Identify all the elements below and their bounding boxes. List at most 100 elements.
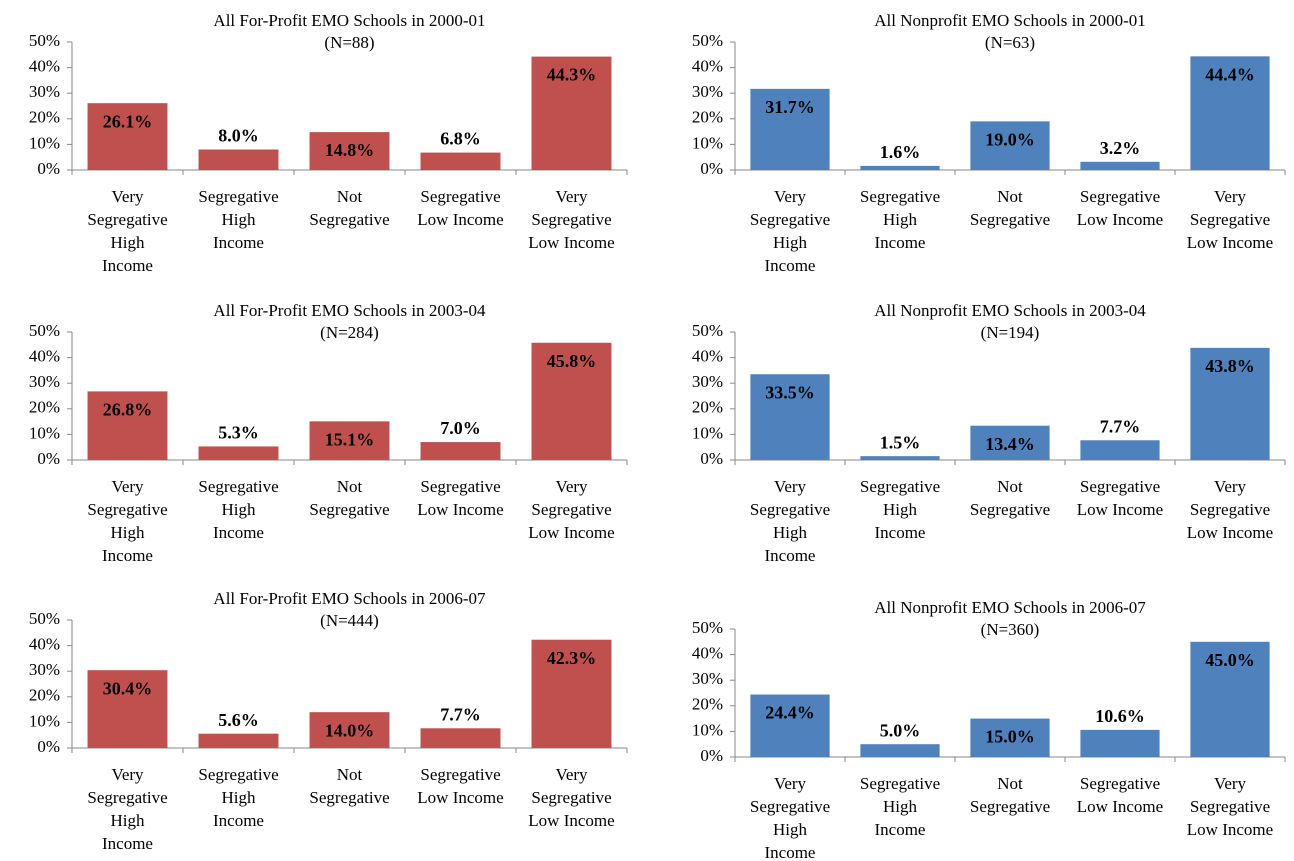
y-tick-label: 40% <box>29 57 60 76</box>
chart-title: All Nonprofit EMO Schools in 2006-07 <box>874 598 1146 617</box>
bar <box>1190 56 1270 170</box>
chart-subtitle: (N=284) <box>320 323 379 342</box>
y-tick-label: 10% <box>692 720 723 739</box>
y-tick-label: 0% <box>37 449 60 468</box>
x-tick-label: Very Segregative High Income <box>750 774 830 861</box>
value-label: 5.0% <box>880 720 921 740</box>
value-label: 26.8% <box>103 400 153 420</box>
y-tick-label: 50% <box>29 31 60 50</box>
bar <box>860 456 940 460</box>
y-tick-label: 10% <box>29 133 60 152</box>
value-label: 42.3% <box>547 648 597 668</box>
x-tick-label: Very Segregative Low Income <box>1187 187 1273 252</box>
bar <box>1190 641 1270 757</box>
x-tick-label: Very Segregative High Income <box>87 477 167 565</box>
x-tick-label: Very Segregative High Income <box>87 187 167 275</box>
chart-title: All Nonprofit EMO Schools in 2000-01 <box>874 11 1146 30</box>
chart-title: All For-Profit EMO Schools in 2000-01 <box>213 11 485 30</box>
x-tick-label: Very Segregative Low Income <box>1187 774 1273 839</box>
value-label: 43.8% <box>1205 356 1255 376</box>
value-label: 15.1% <box>325 429 375 449</box>
bar <box>860 165 940 170</box>
value-label: 45.0% <box>1205 650 1255 670</box>
y-tick-label: 40% <box>692 57 723 76</box>
value-label: 45.8% <box>547 351 597 371</box>
bar <box>420 442 501 460</box>
y-tick-label: 0% <box>700 159 723 178</box>
y-tick-label: 10% <box>29 423 60 442</box>
y-tick-label: 0% <box>37 737 60 756</box>
value-label: 6.8% <box>440 129 481 149</box>
x-tick-label: Segregative Low Income <box>1077 774 1163 816</box>
value-label: 26.1% <box>103 111 153 131</box>
x-tick-label: Very Segregative Low Income <box>528 477 614 542</box>
bar <box>970 121 1050 170</box>
x-tick-label: Very Segregative High Income <box>87 765 167 853</box>
chart-subtitle: (N=88) <box>324 33 374 52</box>
x-tick-label: Very Segregative High Income <box>750 477 830 565</box>
value-label: 1.5% <box>880 432 921 452</box>
value-label: 13.4% <box>985 434 1035 454</box>
bar <box>1080 440 1160 460</box>
y-tick-label: 50% <box>692 321 723 340</box>
x-tick-label: Segregative High Income <box>198 187 278 252</box>
value-label: 15.0% <box>985 727 1035 747</box>
bar <box>750 374 830 460</box>
y-tick-label: 10% <box>692 133 723 152</box>
x-tick-label: Segregative High Income <box>198 765 278 830</box>
y-tick-label: 0% <box>700 449 723 468</box>
value-label: 7.0% <box>440 418 481 438</box>
value-label: 1.6% <box>880 142 921 162</box>
y-tick-label: 50% <box>692 31 723 50</box>
x-tick-label: Not Segregative <box>309 187 389 229</box>
bar <box>309 421 390 460</box>
bar <box>531 342 612 460</box>
x-tick-label: Not Segregative <box>970 187 1050 229</box>
value-label: 8.0% <box>218 126 259 146</box>
value-label: 44.3% <box>547 65 597 85</box>
y-tick-label: 0% <box>700 746 723 765</box>
bar <box>1190 347 1270 460</box>
y-tick-label: 50% <box>29 609 60 628</box>
bar <box>420 728 501 748</box>
value-label: 5.6% <box>218 710 259 730</box>
bar <box>420 152 501 170</box>
chart-subtitle: (N=444) <box>320 611 379 630</box>
value-label: 30.4% <box>103 678 153 698</box>
x-tick-label: Segregative High Income <box>860 774 940 839</box>
x-tick-label: Segregative High Income <box>860 187 940 252</box>
value-label: 5.3% <box>218 423 259 443</box>
y-tick-label: 20% <box>29 108 60 127</box>
chart-subtitle: (N=360) <box>981 620 1040 639</box>
chart-title: All Nonprofit EMO Schools in 2003-04 <box>874 301 1146 320</box>
bar <box>531 639 612 748</box>
bar <box>309 712 390 748</box>
value-label: 14.8% <box>325 140 375 160</box>
y-tick-label: 20% <box>692 695 723 714</box>
y-tick-label: 40% <box>692 644 723 663</box>
x-tick-label: Segregative Low Income <box>417 477 503 519</box>
value-label: 3.2% <box>1100 138 1141 158</box>
value-label: 7.7% <box>1100 416 1141 436</box>
value-label: 14.0% <box>325 720 375 740</box>
value-label: 44.4% <box>1205 64 1255 84</box>
value-label: 24.4% <box>765 703 815 723</box>
y-tick-label: 40% <box>29 347 60 366</box>
x-tick-label: Very Segregative High Income <box>750 187 830 275</box>
x-tick-label: Not Segregative <box>309 477 389 519</box>
x-tick-label: Segregative High Income <box>860 477 940 542</box>
y-tick-label: 20% <box>29 398 60 417</box>
value-label: 31.7% <box>765 97 815 117</box>
value-label: 10.6% <box>1095 706 1145 726</box>
bar <box>970 718 1050 757</box>
y-tick-label: 20% <box>692 108 723 127</box>
bar <box>531 56 612 171</box>
value-label: 33.5% <box>765 382 815 402</box>
bar <box>198 733 279 748</box>
x-tick-label: Segregative Low Income <box>417 765 503 807</box>
y-tick-label: 30% <box>29 82 60 101</box>
bar <box>198 446 279 460</box>
y-tick-label: 10% <box>692 423 723 442</box>
y-tick-label: 30% <box>29 660 60 679</box>
bar <box>750 88 830 170</box>
